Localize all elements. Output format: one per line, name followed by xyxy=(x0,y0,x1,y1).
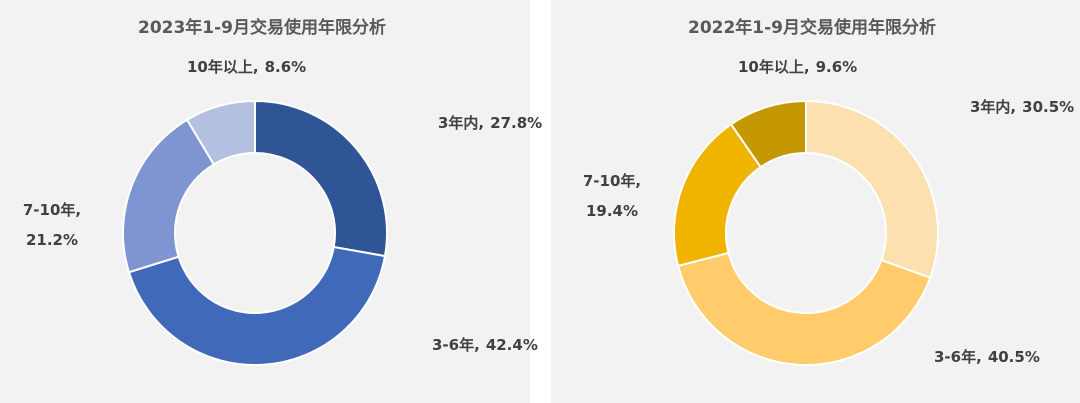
chart-title: 2022年1-9月交易使用年限分析 xyxy=(688,17,936,38)
data-label-value: 19.4% xyxy=(586,202,638,220)
data-label-category: 3年内, xyxy=(438,114,484,132)
data-label: 3-6年, 42.4% xyxy=(432,336,538,354)
donut-slice xyxy=(127,245,387,366)
data-label-value: 42.4% xyxy=(486,336,538,354)
data-label-value: 27.8% xyxy=(490,114,542,132)
data-label: 7-10年, 19.4% xyxy=(583,172,641,220)
data-label: 7-10年, 21.2% xyxy=(23,201,81,249)
data-label-category: 7-10年, xyxy=(23,201,81,219)
data-label: 3年内, 30.5% xyxy=(970,98,1074,116)
donut-slice xyxy=(254,99,388,258)
data-label-category: 10年以上, xyxy=(187,58,259,76)
data-label-value: 40.5% xyxy=(988,348,1040,366)
data-label: 3年内, 27.8% xyxy=(438,114,542,132)
donut-slice xyxy=(676,251,932,366)
data-label-category: 7-10年, xyxy=(583,172,641,190)
data-label-value: 8.6% xyxy=(265,58,307,76)
data-label-value: 21.2% xyxy=(26,231,78,249)
data-label: 10年以上, 8.6% xyxy=(187,58,306,76)
data-label-value: 30.5% xyxy=(1022,98,1074,116)
data-label: 3-6年, 40.5% xyxy=(934,348,1040,366)
donut-slice xyxy=(805,99,939,279)
donut-slice xyxy=(729,99,807,169)
data-label-value: 9.6% xyxy=(816,58,858,76)
data-label-category: 3-6年, xyxy=(432,336,480,354)
data-label-category: 3-6年, xyxy=(934,348,982,366)
donut-slice xyxy=(185,99,256,166)
data-label-category: 3年内, xyxy=(970,98,1016,116)
chart-title: 2023年1-9月交易使用年限分析 xyxy=(138,17,386,38)
data-label-category: 10年以上, xyxy=(738,58,810,76)
data-label: 10年以上, 9.6% xyxy=(738,58,857,76)
